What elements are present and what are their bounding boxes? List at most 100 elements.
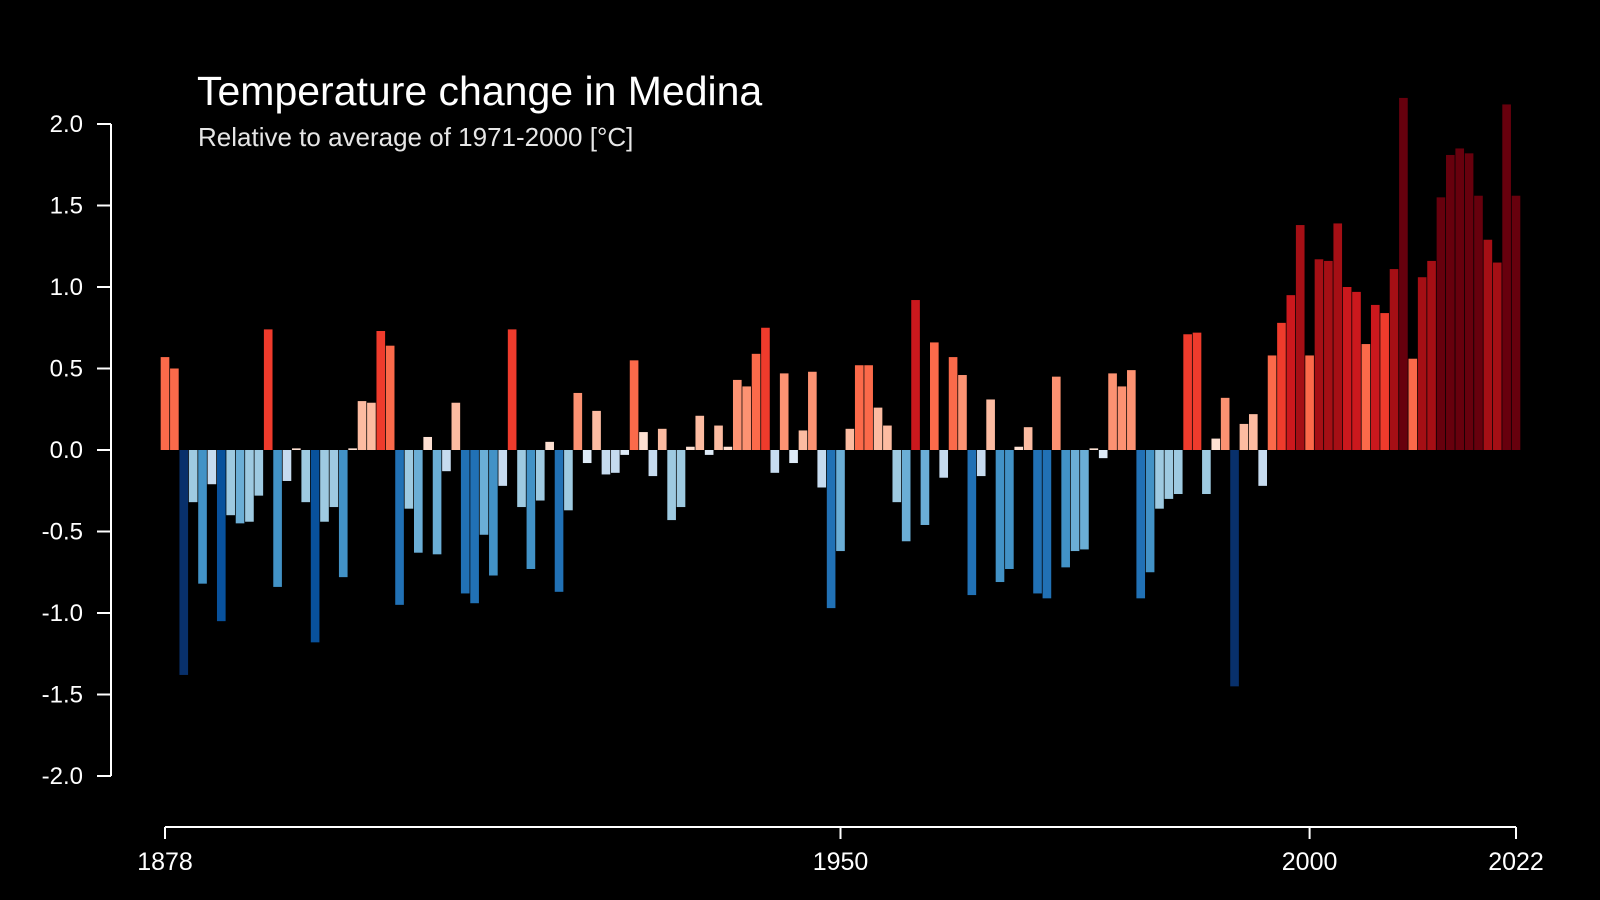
y-axis: 2.0 1.5 1.0 0.5 0.0 -0.5 -1.0 -1.5 -2.0 [42, 111, 112, 790]
bar-1978 [1098, 450, 1108, 459]
x-axis: 1878 1950 2000 2022 [137, 826, 1544, 876]
bar-1984 [1155, 450, 1164, 509]
bar-1941 [751, 353, 761, 450]
bar-1981 [1127, 370, 1136, 450]
bar-1953 [864, 365, 873, 450]
bar-2019 [1483, 239, 1493, 450]
bar-2008 [1380, 313, 1389, 450]
bar-1955 [883, 425, 892, 450]
bar-1959 [920, 450, 930, 525]
bar-1887 [245, 450, 254, 522]
bar-1997 [1277, 322, 1286, 450]
y-tick-label: 1.0 [50, 274, 83, 301]
bar-1993 [1239, 423, 1249, 450]
bar-1882 [198, 450, 207, 584]
bar-1961 [939, 450, 949, 478]
bar-1931 [657, 428, 667, 450]
bar-1980 [1117, 386, 1127, 450]
bar-1881 [188, 450, 198, 503]
bar-1954 [873, 407, 883, 450]
bar-1992 [1230, 450, 1239, 687]
bar-1945 [789, 450, 798, 464]
bar-2021 [1502, 104, 1511, 450]
bar-1940 [742, 386, 751, 450]
bar-2001 [1314, 259, 1324, 450]
bar-1986 [1173, 450, 1183, 495]
y-tick-label: 0.5 [50, 356, 83, 383]
bar-1901 [376, 331, 386, 450]
bar-1902 [385, 345, 395, 450]
bar-1942 [761, 327, 770, 450]
bar-1907 [432, 450, 442, 555]
bar-1999 [1295, 225, 1305, 450]
bar-1936 [704, 450, 714, 455]
bar-1995 [1258, 450, 1267, 486]
bar-1919 [545, 441, 554, 450]
bar-2006 [1361, 344, 1371, 450]
bar-1895 [320, 450, 329, 522]
bar-1888 [254, 450, 264, 496]
bar-1934 [686, 446, 695, 450]
bar-1969 [1014, 446, 1024, 450]
bar-1922 [573, 392, 583, 450]
bar-1949 [826, 450, 836, 609]
bar-1956 [892, 450, 902, 503]
bar-1985 [1164, 450, 1174, 499]
bar-1947 [808, 371, 817, 450]
bar-1890 [273, 450, 282, 587]
bar-1894 [310, 450, 320, 643]
bar-2012 [1417, 277, 1427, 450]
bar-1885 [226, 450, 235, 516]
bar-1899 [357, 401, 367, 450]
bar-1991 [1220, 397, 1230, 450]
bar-1906 [423, 436, 433, 450]
bar-1908 [442, 450, 451, 472]
bar-1889 [263, 329, 273, 450]
bar-1927 [620, 450, 630, 455]
bar-1950 [836, 450, 845, 552]
bar-1880 [179, 450, 189, 675]
bar-2005 [1352, 291, 1361, 450]
bar-1957 [901, 450, 911, 542]
bar-1976 [1080, 450, 1089, 550]
bar-2002 [1324, 260, 1333, 450]
bar-1946 [798, 430, 808, 450]
x-tick-label: 2022 [1488, 848, 1544, 876]
bar-1878 [160, 357, 170, 450]
bar-1886 [235, 450, 245, 524]
bar-1983 [1145, 450, 1155, 573]
bar-1965 [976, 450, 986, 477]
bar-1923 [582, 450, 592, 464]
bar-2020 [1492, 262, 1502, 450]
bar-1909 [451, 402, 461, 450]
bar-2018 [1474, 195, 1483, 450]
bar-1964 [967, 450, 977, 596]
bar-2014 [1436, 197, 1446, 450]
bar-1979 [1108, 373, 1117, 450]
bar-1994 [1248, 414, 1258, 450]
x-tick-label: 1878 [137, 848, 193, 876]
bar-1930 [648, 450, 658, 477]
bar-1989 [1202, 450, 1211, 495]
bar-1948 [817, 450, 827, 488]
y-tick-label: 1.5 [50, 193, 83, 220]
bar-1891 [282, 450, 292, 481]
bar-1962 [948, 357, 958, 450]
bar-1884 [216, 450, 226, 622]
bar-1917 [526, 450, 536, 569]
bar-2003 [1333, 223, 1343, 450]
bar-1910 [460, 450, 470, 594]
bar-1915 [507, 329, 517, 450]
bar-1916 [517, 450, 526, 508]
bar-1893 [301, 450, 311, 503]
bar-1998 [1286, 295, 1296, 450]
bar-1960 [930, 342, 939, 450]
bar-1987 [1183, 334, 1192, 450]
bar-1943 [770, 450, 780, 473]
bar-1918 [535, 450, 545, 501]
bar-1912 [479, 450, 489, 535]
bar-1932 [667, 450, 676, 521]
y-tick-label: -1.0 [42, 600, 83, 627]
bar-1914 [498, 450, 508, 486]
